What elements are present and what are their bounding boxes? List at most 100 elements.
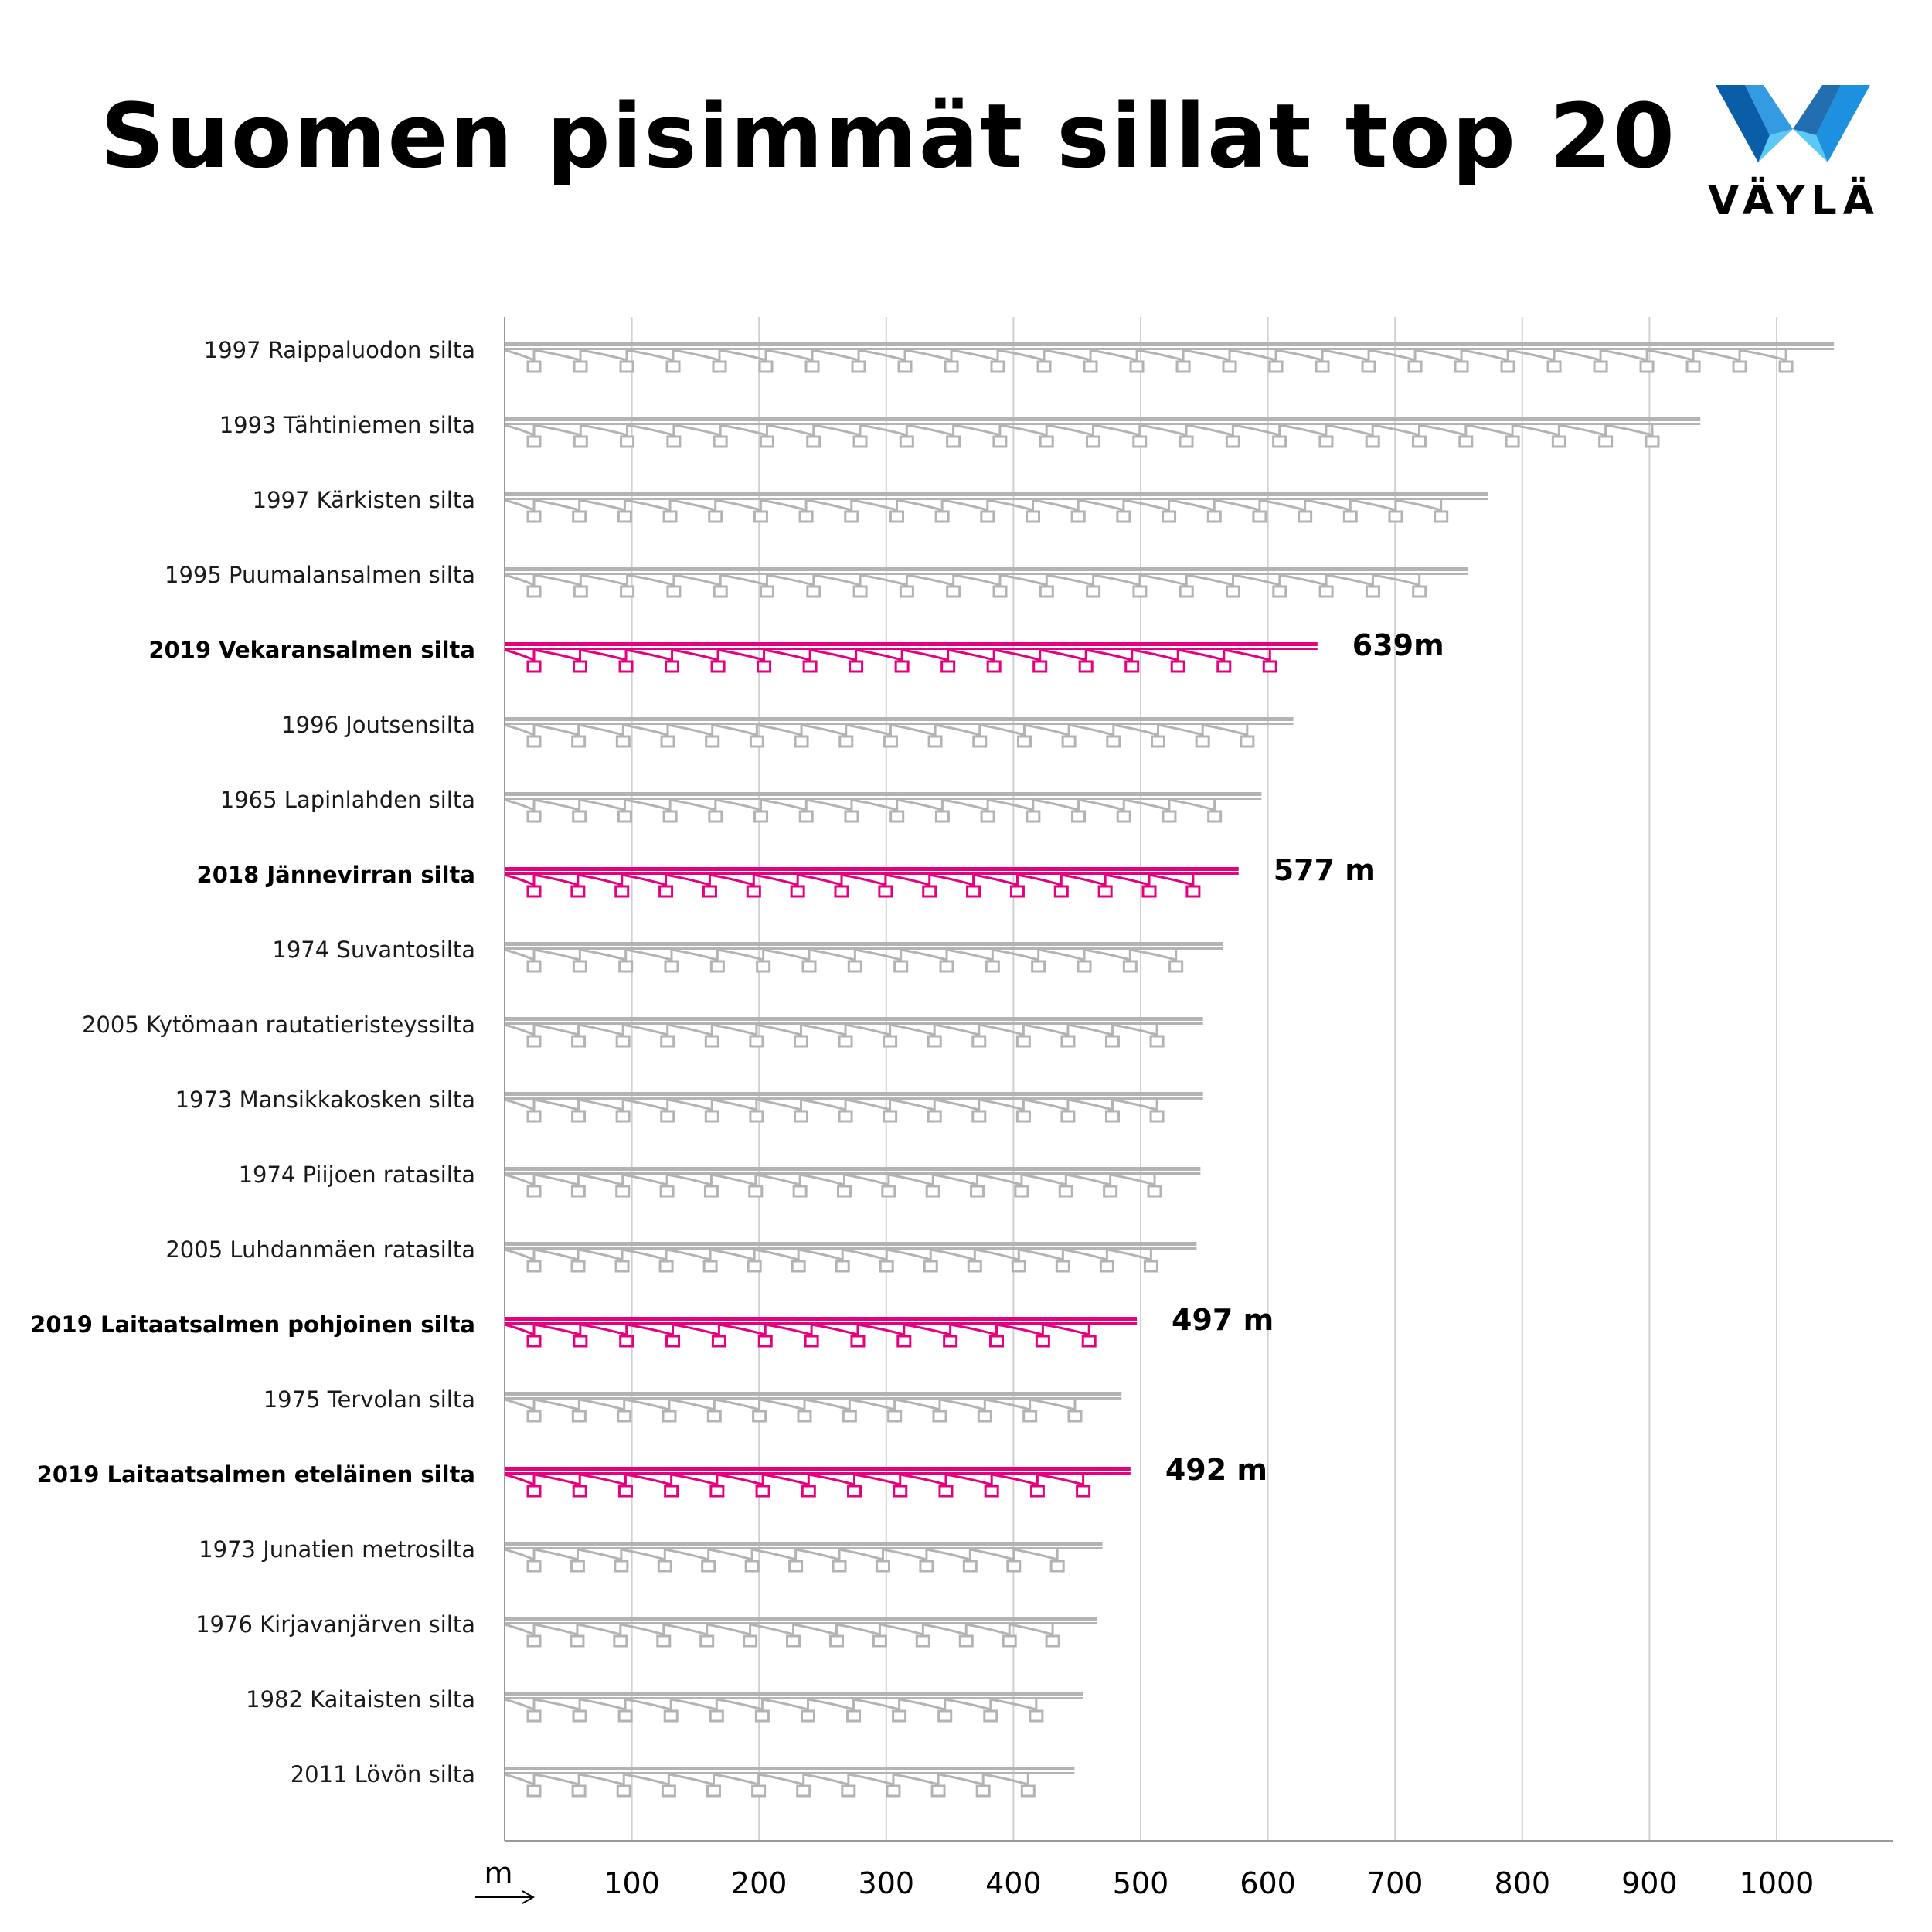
bridge-arch: [808, 1698, 854, 1711]
bridge-deck: [505, 642, 1318, 646]
bridge-arch: [714, 1398, 760, 1411]
bridge-arch: [799, 1173, 845, 1186]
bridge-arch: [750, 1623, 794, 1636]
bridge-arch: [504, 1773, 535, 1786]
bridge-pier: [755, 1485, 770, 1498]
bridge-pier: [1106, 735, 1121, 748]
bridge-pier: [705, 735, 720, 748]
bridge-arch: [798, 1248, 843, 1261]
bridge-deck-lower: [505, 1397, 1122, 1400]
bridge-arch: [715, 498, 761, 512]
bridge-pier: [618, 960, 634, 973]
bridge-arch: [945, 1473, 992, 1486]
bridge-arch: [504, 349, 535, 362]
bridge-pier: [617, 1485, 633, 1498]
bridge-arch: [901, 648, 949, 662]
bridge-arch: [1038, 948, 1085, 961]
bridge-arch: [1085, 648, 1133, 662]
bridge-pier: [1685, 360, 1701, 373]
bridge-arch: [1559, 423, 1607, 437]
bridge-pier: [526, 435, 542, 448]
bridge-arch: [1185, 423, 1233, 437]
bridge-arch: [504, 423, 535, 437]
bridge-pier: [1129, 360, 1145, 373]
bridge-arch: [533, 723, 580, 736]
bridge-pier: [1149, 1035, 1165, 1048]
bridge-pier: [850, 1335, 866, 1348]
bridge-pier: [1179, 435, 1194, 448]
bridge-pier: [847, 1485, 862, 1498]
bridge-arch: [708, 1548, 753, 1561]
bridge-arch: [579, 1398, 625, 1411]
bridge-pier: [1014, 1185, 1029, 1198]
bridge-pier: [615, 1110, 631, 1123]
bridge-arch: [671, 1473, 718, 1486]
bridge-arch: [848, 1773, 894, 1786]
bridge-arch: [1279, 423, 1327, 437]
bridge-arch: [804, 1398, 850, 1411]
bridge-pier: [526, 1185, 542, 1198]
bridge-pier: [744, 1560, 760, 1573]
bridge-pier: [980, 810, 995, 823]
bridge-pier: [1071, 810, 1087, 823]
bridge-pier: [791, 1260, 806, 1273]
bridge-arch: [671, 948, 718, 961]
bridge-pier: [1598, 435, 1614, 448]
bridge-pier: [798, 510, 814, 523]
bridge-arch: [533, 1023, 579, 1036]
bridge-arch: [621, 873, 666, 886]
bridge-arch: [504, 573, 535, 587]
bridge-arch: [1021, 1173, 1066, 1186]
bridge-arch: [578, 723, 624, 736]
bridge-arch: [504, 1698, 535, 1711]
bridge-bar: 1976 Kirjavanjärven silta: [196, 1611, 1098, 1648]
bridge-pier: [614, 1560, 629, 1573]
bridge-pier: [1342, 510, 1358, 523]
bridge-pier: [938, 1485, 954, 1498]
bridge-arch: [578, 1173, 624, 1186]
bridge-arch: [580, 349, 628, 362]
bridge-arch: [965, 1623, 1010, 1636]
bridge-pier: [852, 585, 868, 598]
bridge-arch: [624, 798, 671, 811]
page-title: Suomen pisimmät sillat top 20: [100, 85, 1676, 189]
bridge-arch: [711, 1173, 757, 1186]
bridge-label: 1995 Puumalansalmen silta: [165, 562, 475, 588]
bridge-pier: [804, 360, 820, 373]
bridge-arch: [1507, 349, 1555, 362]
bridge-arch: [813, 423, 861, 437]
bridge-pier: [751, 1784, 767, 1798]
bridge-arch: [1325, 423, 1373, 437]
bridge-pier: [797, 1410, 812, 1423]
bridge-arch: [578, 1023, 624, 1036]
bridge-arch: [1077, 498, 1124, 512]
bridge-pier: [1170, 660, 1185, 673]
bridge-pier: [944, 360, 959, 373]
bridge-arch: [504, 1473, 535, 1486]
bridge-pier: [801, 1485, 816, 1498]
bridge-arch: [977, 1173, 1022, 1186]
bridge-pier: [704, 1035, 719, 1048]
bridge-pier: [656, 1634, 672, 1648]
bridge-pier: [713, 585, 728, 598]
bridge-pier: [1361, 360, 1376, 373]
bridge-pier: [1045, 1634, 1060, 1648]
bridge-arch: [951, 349, 998, 362]
bridge-pier: [835, 1260, 850, 1273]
bridge-arch: [801, 1023, 846, 1036]
bridge-arch: [979, 723, 1025, 736]
bridge-deck-lower: [505, 1622, 1098, 1624]
bridge-arch: [1107, 1248, 1151, 1261]
bridge-pier: [837, 1185, 852, 1198]
bridge-arch: [932, 1173, 978, 1186]
bridge-pier: [794, 735, 809, 748]
x-tick-label: 500: [1113, 1866, 1169, 1900]
bridge-arch: [1093, 573, 1141, 587]
bridge-bar: 2005 Luhdanmäen ratasilta: [165, 1236, 1197, 1273]
bridge-arch: [937, 1773, 984, 1786]
bridge-label: 1975 Tervolan silta: [264, 1386, 475, 1413]
bridge-pier: [962, 1560, 978, 1573]
bridge-pier: [796, 1784, 811, 1798]
bridge-pier: [616, 1784, 631, 1798]
bridge-pier: [1036, 360, 1052, 373]
